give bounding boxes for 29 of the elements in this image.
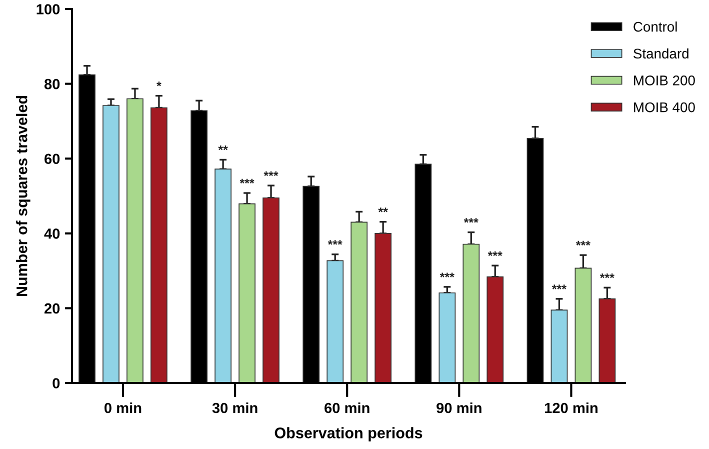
x-tick-label: 90 min	[436, 402, 482, 414]
x-tick-label: 0 min	[104, 402, 142, 414]
data-label: ***	[576, 240, 590, 246]
x-tick-label: 60 min	[324, 402, 370, 414]
data-label: ***	[240, 178, 254, 184]
x-axis-title: Observation periods	[274, 427, 422, 442]
data-label: ***	[264, 171, 278, 176]
legend-label: MOIB 200	[634, 76, 695, 86]
data-label: ***	[328, 240, 342, 245]
data-label: ***	[464, 218, 478, 223]
y-tick-label: 0	[52, 378, 60, 388]
y-tick-label: 100	[36, 4, 60, 14]
data-label: ***	[440, 272, 454, 278]
y-axis-title: Number of squares traveled	[16, 96, 30, 296]
y-tick-label: 80	[44, 78, 60, 90]
data-label: *	[156, 82, 162, 86]
data-label: **	[218, 146, 228, 150]
legend-label: Control	[634, 22, 677, 32]
data-label: ***	[600, 273, 614, 278]
legend-label: Standard	[634, 48, 688, 59]
legend-label: MOIB 400	[634, 102, 695, 112]
x-tick-label: 120 min	[544, 402, 598, 414]
x-tick-label: 30 min	[212, 402, 258, 414]
data-label: ***	[552, 284, 567, 290]
y-tick-label: 20	[44, 303, 60, 314]
data-label: ***	[488, 251, 502, 256]
y-tick-label: 60	[44, 154, 60, 164]
y-tick-label: 40	[44, 228, 60, 239]
data-label: **	[378, 208, 388, 212]
